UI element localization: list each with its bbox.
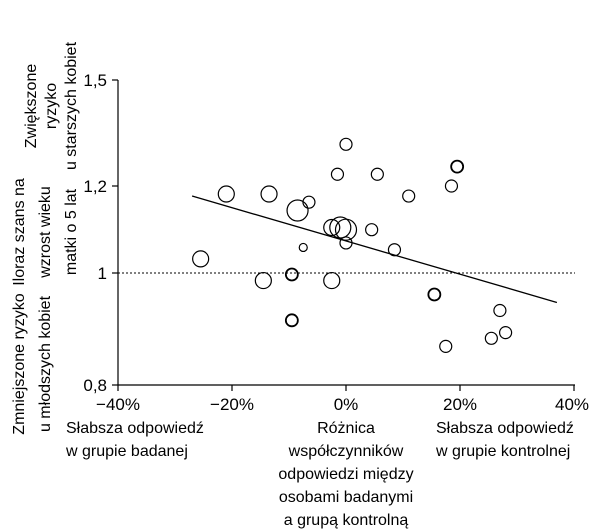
x-center-label-line-5: a grupą kontrolną [284,512,409,529]
x-left-label-line-2: w grupie badanej [65,443,188,460]
x-center-label-line-1: Różnica [317,420,375,437]
x-right-label: Słabsza odpowiedź w grupie kontrolnej [435,420,574,460]
x-center-label: Różnica współczynników odpowiedzi między… [278,420,413,529]
x-tick-label-neg20: −20% [210,395,254,414]
x-tick-neg40: −40% [96,385,140,414]
data-point [260,185,278,203]
data-point [284,267,299,282]
y-axis-title: Iloraz szans na wzrost wieku matki o 5 l… [11,178,80,286]
y-top-label-line-1: Zwiększone [23,64,40,149]
data-point [444,179,459,193]
x-tick-40: 40% [555,385,589,414]
y-axis-title-line-1: Iloraz szans na [11,178,28,286]
data-point [339,236,353,250]
data-point [298,242,308,253]
y-bottom-label-line-2: u młodszych kobiet [37,295,54,432]
data-point [302,195,316,209]
y-tick-label-1-2: 1,2 [83,177,107,196]
data-point [217,185,235,203]
data-point [339,137,353,151]
x-tick-20: 20% [443,385,477,414]
y-tick-0-8: 0,8 [83,376,118,395]
x-right-label-line-2: w grupie kontrolnej [435,443,570,460]
data-points [192,137,513,353]
data-point [370,167,384,181]
y-tick-label-0-8: 0,8 [83,376,107,395]
data-point [499,326,513,340]
y-top-label-line-2: ryzyko [43,83,60,129]
y-tick-label-1: 1 [98,264,107,283]
data-point [286,199,309,222]
regression-line [191,195,558,304]
y-bottom-label-line-1: Zmniejszone ryzyko [11,293,28,434]
data-point [365,223,379,237]
data-point [323,218,341,237]
data-point [323,271,341,290]
x-tick-label-neg40: −40% [96,395,140,414]
x-right-label-line-1: Słabsza odpowiedź [436,420,574,437]
x-tick-neg20: −20% [210,385,254,414]
data-point [284,313,299,328]
data-point [493,303,507,318]
data-point [330,167,345,181]
y-tick-1-2: 1,2 [83,177,118,196]
x-center-label-line-2: współczynników [288,443,404,460]
y-tick-label-1-5: 1,5 [83,71,107,90]
data-point [387,243,402,257]
x-center-label-line-4: osobami badanymi [279,489,413,506]
data-point [192,250,210,268]
x-center-label-line-3: odpowiedzi między [278,466,413,483]
y-axis-title-line-2: wzrost wieku [37,186,54,279]
data-point [439,339,453,353]
data-point [450,159,465,174]
y-tick-1: 1 [98,264,118,283]
y-top-label: Zwiększone ryzyko u starszych kobiet [23,41,80,170]
data-point [402,189,416,203]
x-tick-0: 0% [334,385,359,414]
x-tick-label-40: 40% [555,395,589,414]
x-tick-label-20: 20% [443,395,477,414]
y-top-label-line-3: u starszych kobiet [63,41,80,170]
x-left-label-line-1: Słabsza odpowiedź [66,420,204,437]
y-bottom-label: Zmniejszone ryzyko u młodszych kobiet [11,293,54,434]
data-point [334,218,358,241]
data-point [254,271,272,290]
x-left-label: Słabsza odpowiedź w grupie badanej [65,420,204,460]
y-tick-1-5: 1,5 [83,71,118,90]
data-point [427,287,442,302]
x-tick-label-0: 0% [334,395,359,414]
y-axis-title-line-3: matki o 5 lat [63,188,80,275]
data-point [484,331,498,345]
